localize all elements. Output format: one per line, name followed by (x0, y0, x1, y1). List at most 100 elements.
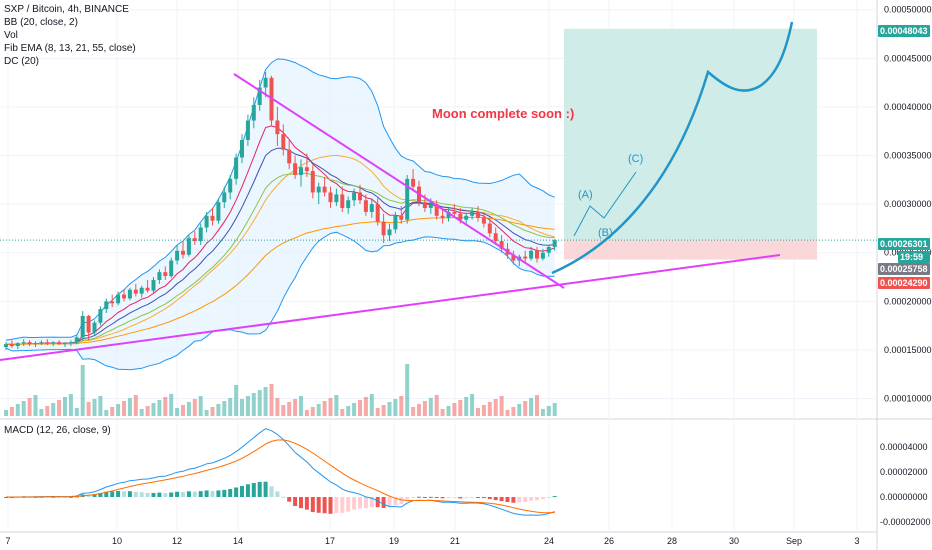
macd-bar (110, 491, 115, 497)
macd-bar (116, 490, 121, 497)
macd-bar (175, 491, 180, 497)
candle-body (293, 163, 298, 175)
price-badge (898, 251, 930, 263)
time-tick: 19 (389, 536, 399, 546)
volume-bar (175, 408, 180, 416)
volume-bar (74, 408, 79, 416)
candle-body (440, 215, 445, 218)
candle-body (9, 344, 14, 347)
ema-line (5, 172, 555, 345)
volume-bar (9, 407, 14, 416)
wave-b-label[interactable]: (B) (598, 227, 613, 239)
price-tick: 0.00050000 (884, 5, 932, 15)
price-axis[interactable]: 0.00050000 0.00045000 0.00040000 0.00035000… (884, 5, 932, 404)
volume-bar (322, 401, 327, 416)
price-badges: 0.00048043 0.00026301 19:59 0.00025758 0.000… (878, 25, 930, 289)
candle-body (80, 315, 85, 338)
candle-body (33, 343, 38, 345)
macd-bar (363, 497, 368, 509)
macd-bar (352, 497, 357, 510)
macd-axis[interactable]: 0.00004000 0.00002000 0.00000000 -0.0000200… (880, 442, 931, 527)
indicator-bb[interactable]: BB (20, close, 2) (4, 17, 78, 28)
macd-bar (546, 497, 551, 498)
candle-body (21, 342, 26, 344)
candle-body (175, 250, 180, 261)
wave-c-label[interactable]: (C) (628, 153, 643, 165)
candles[interactable] (4, 71, 557, 350)
volume-bar (540, 409, 545, 416)
macd-bar (328, 497, 333, 514)
volume-bar (110, 407, 115, 416)
macd-bar (104, 491, 109, 497)
candle-body (464, 215, 469, 220)
macd-bar (251, 483, 256, 497)
macd-bar (163, 493, 168, 497)
price-tick: 0.00045000 (884, 53, 932, 63)
macd-title[interactable]: MACD (12, 26, close, 9) (4, 425, 111, 436)
volume-bar (275, 398, 280, 416)
candle-body (257, 87, 262, 105)
moon-annotation[interactable]: Moon complete soon :) (432, 106, 574, 121)
volume-bar (476, 408, 480, 416)
volume-bar (151, 403, 156, 416)
candle-body (68, 342, 73, 344)
candle-body (387, 229, 392, 236)
bollinger-upper-band (5, 58, 555, 341)
candle-body (452, 211, 457, 214)
candle-body (133, 289, 138, 294)
candle-body (316, 186, 321, 193)
macd-bar (181, 492, 185, 497)
volume-bar (139, 409, 144, 416)
volume-bar (39, 409, 44, 416)
candle-body (45, 342, 50, 344)
volume-bar (204, 410, 209, 416)
volume-bar (440, 409, 445, 416)
time-tick: 7 (5, 536, 10, 546)
target-zone[interactable] (564, 28, 817, 241)
volume-bar (210, 407, 215, 416)
symbol-title[interactable]: SXP / Bitcoin, 4h, BINANCE (4, 4, 129, 15)
projection-path[interactable] (551, 21, 794, 275)
stop-zone[interactable] (564, 240, 817, 260)
macd-line (5, 428, 555, 516)
macd-bar (334, 497, 339, 513)
candle-body (422, 202, 427, 209)
candle-body (210, 215, 215, 221)
candle-body (299, 167, 303, 175)
candle-body (204, 215, 209, 228)
volume-bar (157, 400, 162, 416)
candle-body (393, 215, 398, 230)
candle-body (163, 272, 168, 277)
macd-pane[interactable] (0, 420, 877, 532)
macd-bar (411, 497, 416, 498)
candle-body (74, 337, 79, 343)
volume-bar (181, 405, 185, 416)
volume-bar (552, 403, 557, 416)
time-tick: 24 (544, 536, 554, 546)
macd-tick: 0.00000000 (880, 492, 928, 502)
price-badge (878, 263, 930, 275)
ascending-trendline[interactable] (0, 254, 781, 361)
macd-bar (151, 492, 156, 497)
time-axis[interactable]: 7 10 12 14 17 19 21 24 26 28 30 Sep 3 (5, 536, 859, 546)
candle-body (27, 342, 32, 345)
volume-bar (86, 402, 91, 416)
volume-bar (133, 395, 138, 416)
volume-bar (287, 402, 292, 416)
descending-trendline[interactable] (233, 73, 565, 289)
wave-a-label[interactable]: (A) (578, 189, 593, 201)
candle-body (470, 211, 475, 216)
macd-bar (287, 497, 292, 502)
indicator-dc[interactable]: DC (20) (4, 56, 40, 67)
time-tick: 28 (667, 536, 677, 546)
indicator-fib-ema[interactable]: Fib EMA (8, 13, 21, 55, close) (4, 43, 136, 54)
macd-bar (304, 497, 309, 510)
candle-body (304, 167, 309, 172)
volume-bar (393, 399, 398, 416)
indicator-vol[interactable]: Vol (4, 30, 18, 41)
volume-bar (316, 404, 321, 416)
candle-body (476, 211, 480, 218)
volume-bars (4, 364, 557, 416)
macd-bar (216, 490, 221, 497)
